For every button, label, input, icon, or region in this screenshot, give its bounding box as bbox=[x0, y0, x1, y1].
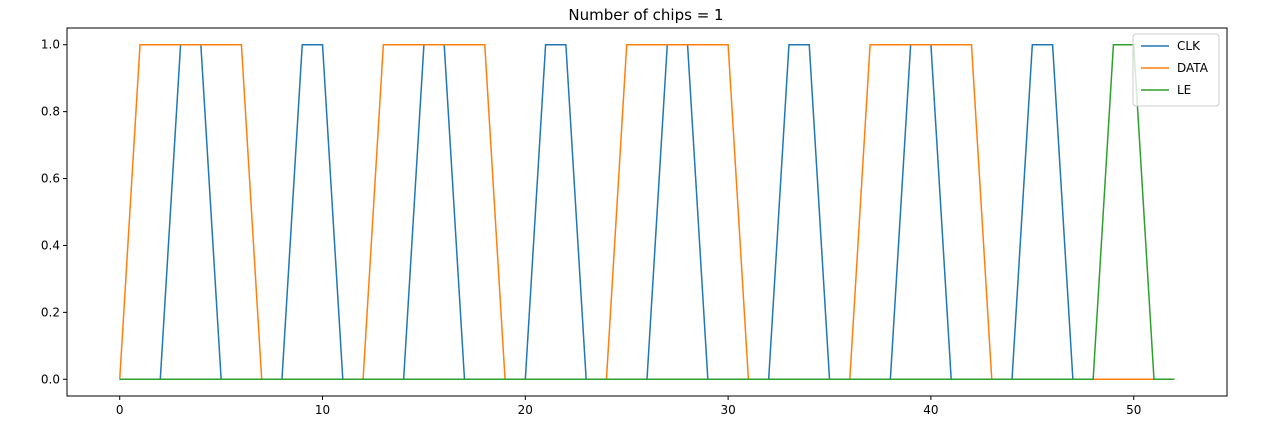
series-line-le bbox=[119, 43, 1175, 381]
x-tick-label: 50 bbox=[1126, 403, 1141, 417]
x-axis: 0 10 20 30 40 50 bbox=[116, 396, 1141, 417]
y-tick-label: 0.4 bbox=[41, 238, 60, 252]
plot-area bbox=[67, 28, 1227, 396]
y-tick-label: 0.0 bbox=[41, 372, 60, 386]
legend-box bbox=[1132, 33, 1220, 107]
x-tick-label: 10 bbox=[315, 403, 330, 417]
x-tick-label: 0 bbox=[116, 403, 124, 417]
legend-label-data: DATA bbox=[1177, 61, 1209, 75]
series-layer bbox=[118, 43, 1175, 381]
y-tick-label: 0.8 bbox=[41, 105, 60, 119]
plot-border bbox=[66, 27, 1228, 397]
y-axis: 0.0 0.2 0.4 0.6 0.8 1.0 bbox=[41, 38, 67, 386]
x-tick-label: 20 bbox=[518, 403, 533, 417]
y-tick-label: 1.0 bbox=[41, 38, 60, 52]
chart-title: Number of chips = 1 bbox=[568, 6, 723, 24]
legend-label-le: LE bbox=[1177, 83, 1191, 97]
x-tick-label: 40 bbox=[923, 403, 938, 417]
legend: CLK DATA LE bbox=[1132, 33, 1220, 107]
y-tick-label: 0.6 bbox=[41, 172, 60, 186]
y-tick-label: 0.2 bbox=[41, 305, 60, 319]
legend-label-clk: CLK bbox=[1177, 39, 1201, 53]
x-tick-label: 30 bbox=[720, 403, 735, 417]
